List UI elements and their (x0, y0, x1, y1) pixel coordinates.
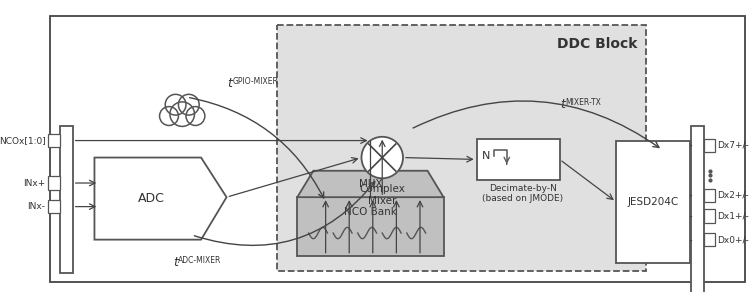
Text: Dx7+/-: Dx7+/- (717, 141, 749, 150)
Bar (704, 189, 716, 202)
Bar (704, 139, 716, 152)
Text: GPIO-MIXER: GPIO-MIXER (232, 77, 278, 86)
Text: DDC Block: DDC Block (556, 37, 637, 51)
Bar (704, 233, 716, 246)
Bar (477, 139, 559, 180)
Bar (704, 209, 716, 223)
Text: $\it{t}$: $\it{t}$ (173, 256, 180, 269)
Circle shape (186, 106, 205, 125)
Text: INx-: INx- (27, 202, 45, 211)
Text: Dx1+/-: Dx1+/- (717, 212, 749, 220)
Text: N: N (483, 151, 491, 161)
Bar (297, 197, 443, 256)
Circle shape (160, 106, 179, 125)
Text: NCO Bank: NCO Bank (344, 207, 397, 217)
Text: $\it{t}$: $\it{t}$ (226, 77, 234, 90)
FancyArrowPatch shape (195, 182, 375, 245)
Text: JESD204C: JESD204C (627, 197, 679, 207)
Bar (48, 134, 60, 147)
Circle shape (361, 137, 403, 178)
Text: $\it{t}$: $\it{t}$ (559, 98, 567, 111)
Polygon shape (297, 171, 443, 197)
Text: Decimate-by-N
(based on JMODE): Decimate-by-N (based on JMODE) (483, 184, 563, 203)
FancyArrowPatch shape (413, 101, 659, 148)
Bar (616, 141, 690, 263)
Text: Complex
Mixer: Complex Mixer (360, 184, 405, 206)
Bar (48, 176, 60, 190)
Bar (48, 200, 60, 213)
Circle shape (179, 94, 199, 115)
Text: MUX: MUX (359, 179, 382, 189)
Bar (691, 126, 704, 300)
Text: NCOx[1:0]: NCOx[1:0] (0, 136, 45, 145)
Circle shape (165, 94, 186, 115)
Polygon shape (94, 158, 226, 240)
Bar (277, 26, 646, 271)
Text: Dx0+/-: Dx0+/- (717, 235, 749, 244)
Text: INx+: INx+ (23, 178, 45, 188)
Text: MIXER-TX: MIXER-TX (566, 98, 601, 107)
Bar (60, 126, 72, 273)
Text: ADC-MIXER: ADC-MIXER (179, 256, 222, 265)
Circle shape (170, 102, 195, 126)
Text: ADC: ADC (138, 192, 164, 205)
Text: Dx2+/-: Dx2+/- (717, 191, 749, 200)
FancyArrowPatch shape (190, 98, 323, 198)
